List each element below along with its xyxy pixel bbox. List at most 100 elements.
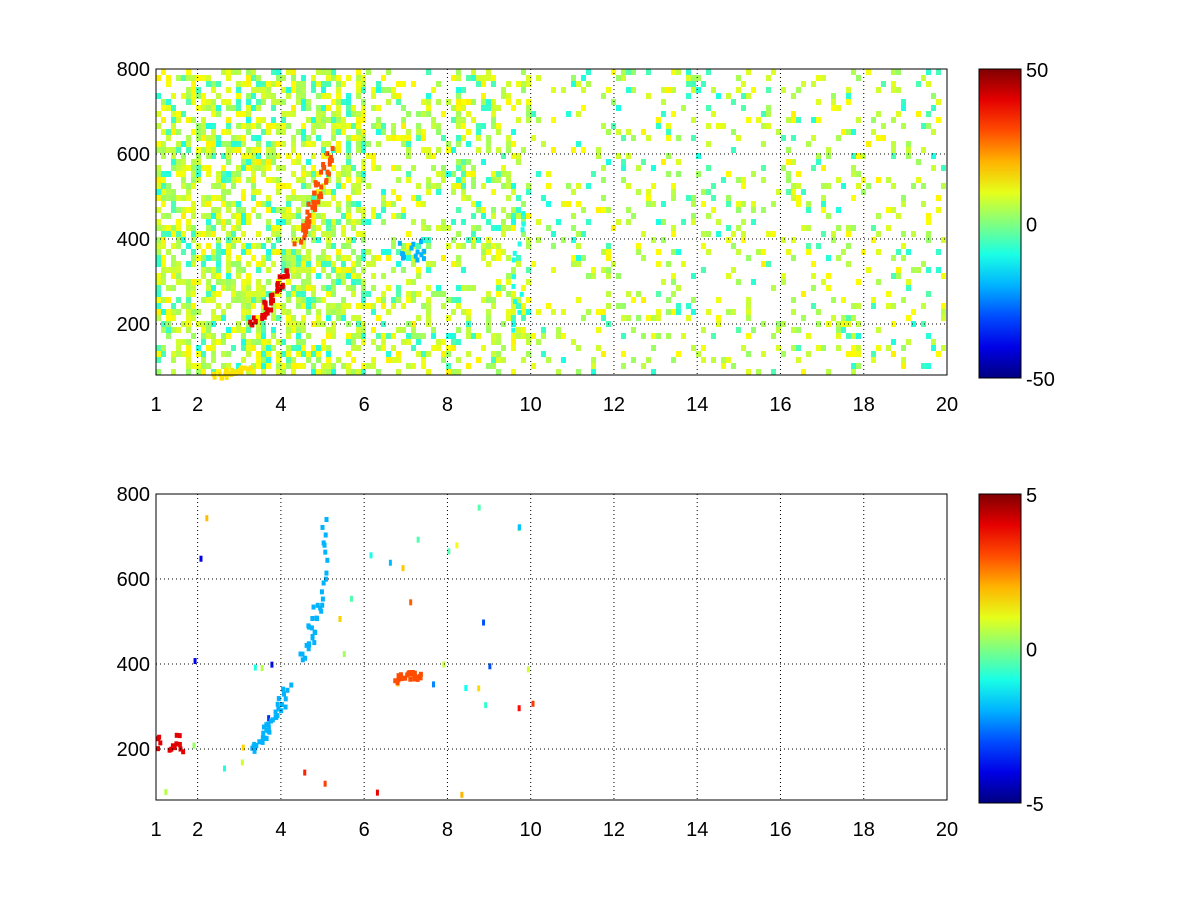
heatmap-cell: [421, 135, 426, 141]
heatmap-cell: [636, 189, 641, 195]
heatmap-cell: [406, 141, 411, 147]
heatmap-cell: [291, 87, 296, 93]
heatmap-cell: [156, 225, 161, 231]
heatmap-cell: [531, 700, 535, 707]
heatmap-cell: [156, 219, 161, 225]
heatmap-cell: [267, 715, 271, 722]
heatmap-cell: [361, 327, 366, 333]
heatmap-cell: [791, 255, 796, 261]
heatmap-cell: [576, 255, 581, 261]
heatmap-cell: [431, 165, 436, 171]
heatmap-cell: [366, 363, 371, 369]
heatmap-cell: [426, 111, 431, 117]
heatmap-cell: [291, 249, 296, 255]
heatmap-cell: [796, 171, 801, 177]
heatmap-cell: [876, 135, 881, 141]
heatmap-cell: [751, 87, 756, 93]
heatmap-feature-cell: [413, 253, 418, 259]
heatmap-cell: [581, 87, 586, 93]
heatmap-cell: [226, 267, 231, 273]
heatmap-cell: [841, 183, 846, 189]
heatmap-cell: [301, 129, 306, 135]
heatmap-cell: [831, 93, 836, 99]
heatmap-cell: [221, 339, 226, 345]
heatmap-cell: [406, 135, 411, 141]
heatmap-cell: [846, 351, 851, 357]
heatmap-cell: [281, 339, 286, 345]
heatmap-cell: [441, 291, 446, 297]
heatmap-cell: [846, 93, 851, 99]
heatmap-cell: [511, 303, 516, 309]
heatmap-cell: [826, 369, 831, 375]
heatmap-cell: [211, 195, 216, 201]
heatmap-cell: [171, 165, 176, 171]
heatmap-cell: [841, 129, 846, 135]
heatmap-feature-cell: [319, 184, 324, 190]
heatmap-cell: [211, 249, 216, 255]
heatmap-cell: [236, 255, 241, 261]
heatmap-cell: [221, 165, 226, 171]
heatmap-cell: [221, 99, 226, 105]
heatmap-cell: [446, 243, 451, 249]
heatmap-cell: [296, 297, 301, 303]
heatmap-cell: [296, 255, 301, 261]
heatmap-cell: [326, 93, 331, 99]
heatmap-cell: [356, 111, 361, 117]
heatmap-cell: [311, 117, 316, 123]
heatmap-cell: [316, 357, 321, 363]
heatmap-cell: [321, 231, 326, 237]
heatmap-cell: [236, 261, 241, 267]
heatmap-cell: [326, 81, 331, 87]
heatmap-cell: [236, 123, 241, 129]
heatmap-cell: [241, 111, 246, 117]
heatmap-cell: [746, 351, 751, 357]
heatmap-cell: [461, 171, 466, 177]
heatmap-cell: [266, 81, 271, 87]
heatmap-cell: [441, 177, 446, 183]
heatmap-cell: [326, 333, 331, 339]
heatmap-cell: [241, 243, 246, 249]
heatmap-cell: [716, 321, 721, 327]
heatmap-cell: [261, 291, 266, 297]
heatmap-cell: [226, 171, 231, 177]
heatmap-cell: [811, 273, 816, 279]
heatmap-cell: [581, 255, 586, 261]
heatmap-cell: [641, 159, 646, 165]
heatmap-cell: [351, 225, 356, 231]
heatmap-cell: [276, 351, 281, 357]
heatmap-cell: [241, 309, 246, 315]
heatmap-cell: [681, 261, 686, 267]
heatmap-cell: [346, 303, 351, 309]
heatmap-cell: [216, 255, 221, 261]
heatmap-cell: [161, 69, 166, 75]
heatmap-cell: [321, 147, 326, 153]
heatmap-cell: [281, 99, 286, 105]
heatmap-feature-cell: [306, 222, 311, 228]
heatmap-cell: [436, 147, 441, 153]
heatmap-cell: [266, 255, 271, 261]
heatmap-cell: [231, 213, 236, 219]
heatmap-cell: [456, 135, 461, 141]
heatmap-cell: [346, 93, 351, 99]
heatmap-cell: [261, 81, 266, 87]
heatmap-cell: [686, 75, 691, 81]
heatmap-cell: [346, 333, 351, 339]
heatmap-cell: [296, 351, 301, 357]
heatmap-cell: [311, 297, 316, 303]
heatmap-cell: [366, 291, 371, 297]
heatmap-cell: [871, 225, 876, 231]
heatmap-cell: [346, 201, 351, 207]
heatmap-cell: [286, 195, 291, 201]
heatmap-cell: [201, 339, 206, 345]
heatmap-cell: [196, 159, 201, 165]
heatmap-cell: [221, 351, 226, 357]
heatmap-cell: [206, 81, 211, 87]
heatmap-cell: [191, 201, 196, 207]
heatmap-cell: [346, 339, 351, 345]
heatmap-cell: [171, 267, 176, 273]
heatmap-feature-cell: [264, 722, 269, 728]
heatmap-cell: [286, 87, 291, 93]
heatmap-cell: [521, 303, 526, 309]
heatmap-cell: [741, 105, 746, 111]
y-tick-label: 600: [117, 144, 150, 166]
